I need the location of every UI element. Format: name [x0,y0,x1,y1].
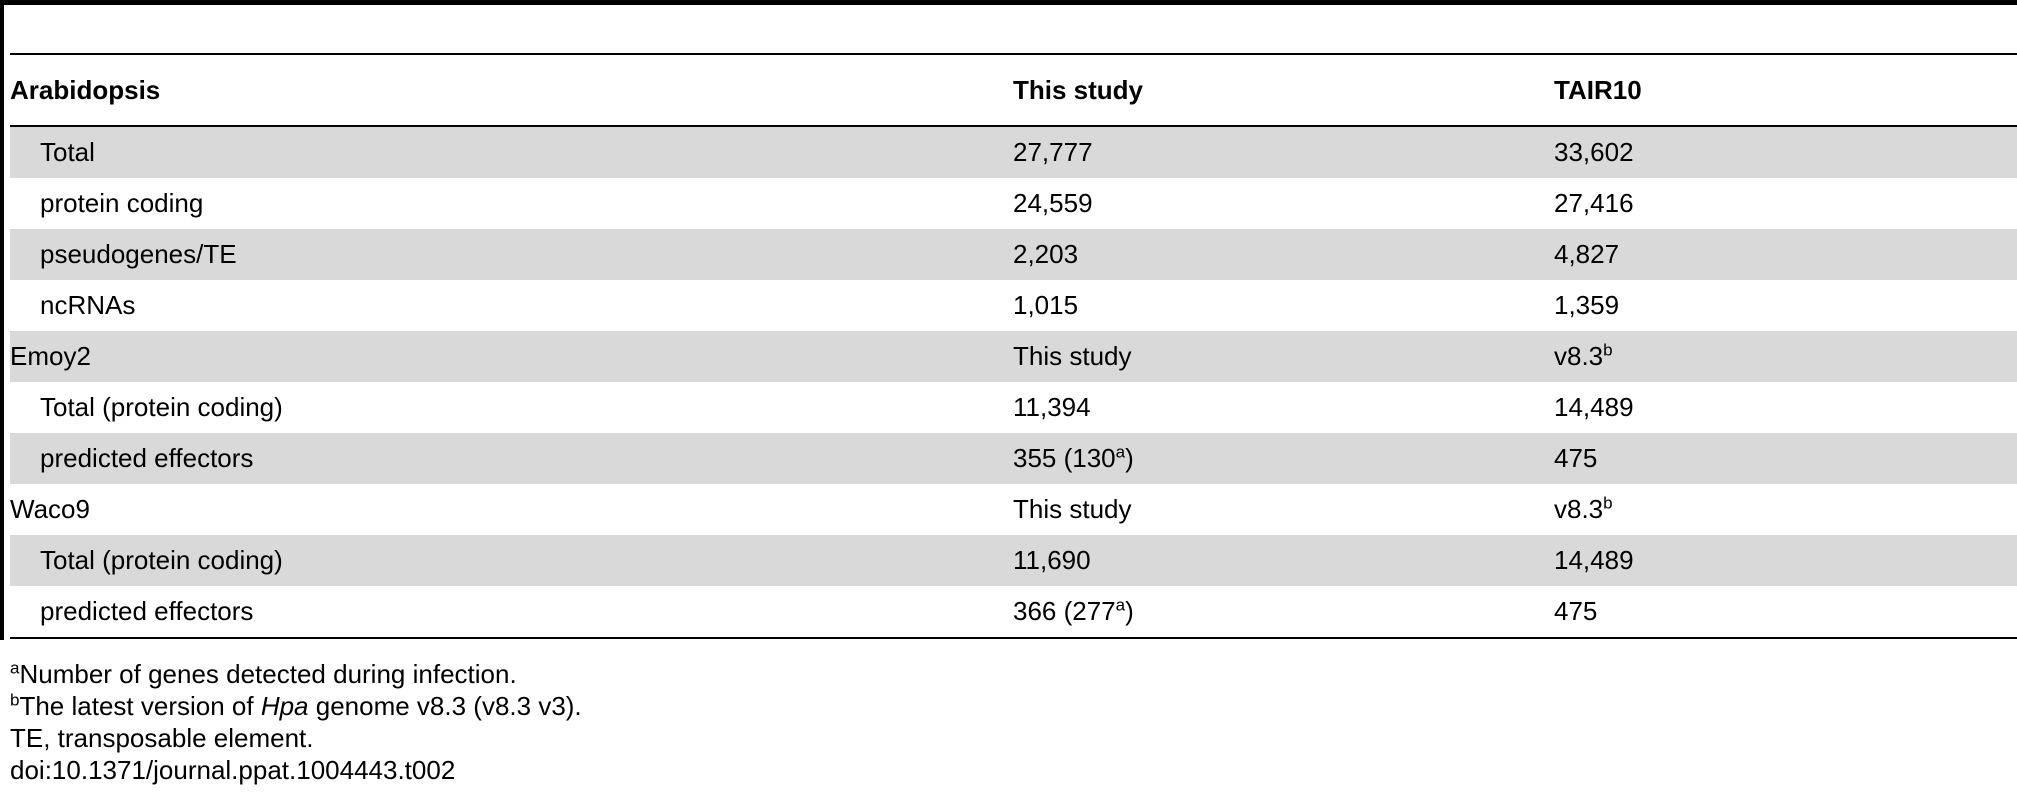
footnote-marker: b [1603,340,1613,360]
data-table: Arabidopsis This study TAIR10 Total 27,77… [10,53,2017,639]
this-study-cell: 24,559 [1013,178,1554,229]
this-study-cell: 11,394 [1013,382,1554,433]
footnote-te: TE, transposable element. [10,723,314,753]
table-row: Emoy2 This study v8.3b [10,331,2017,382]
row-label: ncRNAs [40,290,136,320]
tair10-value: 475 [1554,443,1598,473]
this-study-cell: 11,690 [1013,535,1554,586]
this-study-value: 11,690 [1013,545,1091,575]
footnote-b: bThe latest version of Hpa genome v8.3 (… [10,690,582,722]
table-body: Total 27,777 33,602 protein coding 24,559 27,… [10,126,2017,638]
tair10-cell: 475 [1554,433,2017,484]
this-study-cell: 355 (130a) [1013,433,1554,484]
footnote-b-italic-hpa: Hpa [260,691,309,721]
tair10-cell: 33,602 [1554,126,2017,178]
tair10-value: 27,416 [1554,188,1634,218]
footnote-b-mark: b [10,690,20,710]
row-label: Total (protein coding) [40,392,283,422]
footnote-a-mark: a [10,658,20,678]
tair10-cell: 1,359 [1554,280,2017,331]
footnote-marker: b [1603,493,1613,513]
row-label: predicted effectors [40,596,254,626]
this-study-cell: 27,777 [1013,126,1554,178]
tair10-value: 1,359 [1554,290,1620,320]
tair10-cell: 475 [1554,586,2017,638]
this-study-cell: 2,203 [1013,229,1554,280]
tair10-cell: 4,827 [1554,229,2017,280]
header-this-study: This study [1013,74,1144,105]
doi-text: doi:10.1371/journal.ppat.1004443.t002 [10,755,456,785]
left-border [0,0,4,640]
table-row: pseudogenes/TE 2,203 4,827 [10,229,2017,280]
row-label: Total (protein coding) [10,535,1013,586]
table-row: predicted effectors 366 (277a) 475 [10,586,2017,638]
tair10-cell: v8.3b [1554,484,2017,535]
footnote-a-text: Number of genes detected during infectio… [19,659,517,689]
row-label: Emoy2 [10,331,1013,382]
this-study-value: 355 (130 [1013,443,1116,473]
row-label: Waco9 [10,494,90,524]
this-study-cell: This study [1013,331,1554,382]
tair10-value: 14,489 [1554,392,1634,422]
tair10-value: v8.3 [1554,341,1604,371]
tair10-cell: 27,416 [1554,178,2017,229]
footnote-b-text-after: genome v8.3 (v8.3 v3). [308,691,582,721]
table-row: Total (protein coding) 11,394 14,489 [10,382,2017,433]
table-footnotes: aNumber of genes detected during infecti… [10,658,582,786]
footnote-b-text-before: The latest version of [19,691,261,721]
tair10-value: 14,489 [1554,545,1634,575]
table-row: Waco9 This study v8.3b [10,484,2017,535]
this-study-value: 11,394 [1013,392,1091,422]
this-study-suffix: ) [1125,443,1134,473]
header-tair10: TAIR10 [1554,74,1642,105]
table-row: predicted effectors 355 (130a) 475 [10,433,2017,484]
this-study-cell: 1,015 [1013,280,1554,331]
row-label: protein coding [40,188,204,218]
tair10-value: 4,827 [1554,239,1620,269]
this-study-cell: This study [1013,484,1554,535]
this-study-value: 2,203 [1013,239,1079,269]
this-study-value: This study [1013,341,1132,371]
tair10-cell: 14,489 [1554,382,2017,433]
tair10-value: v8.3 [1554,494,1604,524]
table-row: ncRNAs 1,015 1,359 [10,280,2017,331]
table-row: Total (protein coding) 11,690 14,489 [10,535,2017,586]
row-label: Total [10,126,1013,178]
this-study-value: 1,015 [1013,290,1079,320]
footnote-a: aNumber of genes detected during infecti… [10,658,582,690]
this-study-value: 366 (277 [1013,596,1116,626]
row-label: pseudogenes/TE [10,229,1013,280]
table-row: Total 27,777 33,602 [10,126,2017,178]
table-row: protein coding 24,559 27,416 [10,178,2017,229]
tair10-cell: 14,489 [1554,535,2017,586]
this-study-cell: 366 (277a) [1013,586,1554,638]
this-study-value: 24,559 [1013,188,1093,218]
this-study-suffix: ) [1125,596,1134,626]
row-label: predicted effectors [10,433,1013,484]
tair10-value: 475 [1554,596,1598,626]
gene-annotation-table: Arabidopsis This study TAIR10 Total 27,77… [10,53,2017,639]
header-row: Arabidopsis This study TAIR10 [10,54,2017,126]
this-study-value: 27,777 [1013,137,1093,167]
top-border [0,0,2017,5]
tair10-value: 33,602 [1554,137,1634,167]
header-arabidopsis: Arabidopsis [10,74,161,105]
footnote-marker: a [1115,442,1126,462]
footnote-marker: a [1115,595,1126,615]
this-study-value: This study [1013,494,1132,524]
tair10-cell: v8.3b [1554,331,2017,382]
